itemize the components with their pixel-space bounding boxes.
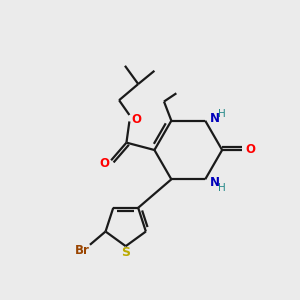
Text: H: H	[218, 183, 225, 193]
Text: H: H	[218, 109, 225, 119]
Text: O: O	[100, 157, 110, 170]
Text: N: N	[210, 176, 220, 189]
Text: O: O	[132, 113, 142, 127]
Text: O: O	[246, 143, 256, 157]
Text: N: N	[210, 112, 220, 125]
Text: S: S	[121, 246, 130, 259]
Text: Br: Br	[75, 244, 89, 257]
